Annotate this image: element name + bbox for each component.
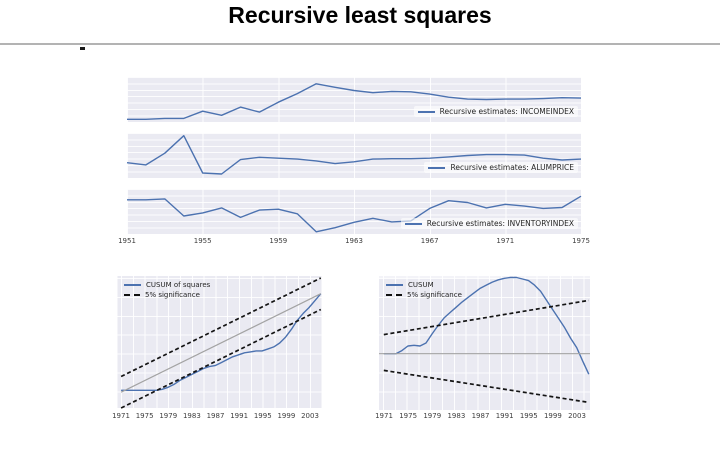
legend-label: CUSUM of squares bbox=[146, 281, 211, 289]
x-tick-label: 1987 bbox=[206, 412, 225, 420]
x-tick-label: 1999 bbox=[277, 412, 296, 420]
x-tick-label: 1975 bbox=[399, 412, 418, 420]
x-tick-label: 1971 bbox=[375, 412, 393, 420]
legend-entry: 5% significance bbox=[124, 291, 210, 299]
legend-entry: CUSUM of squares bbox=[124, 281, 210, 289]
x-tick-label: 1979 bbox=[423, 412, 442, 420]
x-tick-label: 2003 bbox=[301, 412, 319, 420]
legend-cusum-of-squares: CUSUM of squares 5% significance bbox=[124, 281, 210, 301]
line-chart-cusum bbox=[379, 276, 590, 404]
legend-label: CUSUM bbox=[408, 281, 434, 289]
x-tick-label: 1959 bbox=[269, 237, 288, 245]
x-tick-label: 1971 bbox=[112, 412, 130, 420]
series-expected bbox=[120, 293, 322, 393]
line-chart-cusum-of-squares bbox=[120, 277, 322, 409]
legend-dash-swatch bbox=[386, 294, 402, 296]
legend-line-swatch bbox=[417, 110, 435, 113]
x-tick-label: 1995 bbox=[253, 412, 272, 420]
x-tick-label: 1979 bbox=[159, 412, 178, 420]
series-5-significance bbox=[120, 277, 322, 378]
x-tick-label: 1955 bbox=[193, 237, 212, 245]
x-tick-label: 1967 bbox=[420, 237, 439, 245]
cusum-of-squares-x-axis: 1971 1975 1979 1983 1987 1991 1995 1999 2003 bbox=[112, 412, 319, 422]
x-tick-label: 1983 bbox=[447, 412, 466, 420]
top-figure-x-axis: 1951 1955 1959 1963 1967 1971 1975 bbox=[118, 237, 590, 247]
legend-entry: 5% significance bbox=[386, 291, 462, 299]
legend-label: 5% significance bbox=[407, 291, 462, 299]
legend-alumprice: Recursive estimates: ALUMPRICE bbox=[424, 162, 578, 173]
series-cusum-of-squares bbox=[121, 293, 322, 392]
series-5-significance bbox=[120, 308, 322, 409]
legend-cusum: CUSUM 5% significance bbox=[386, 281, 462, 301]
divider bbox=[0, 43, 720, 45]
x-tick-label: 1995 bbox=[519, 412, 538, 420]
x-tick-label: 1963 bbox=[345, 237, 363, 245]
x-tick-label: 1987 bbox=[471, 412, 490, 420]
x-tick-label: 1971 bbox=[496, 237, 515, 245]
chart-panel-inventoryindex: Recursive estimates: INVENTORYINDEX bbox=[127, 189, 582, 234]
legend-label: Recursive estimates: INCOMEINDEX bbox=[439, 107, 574, 116]
series-recursive-estimates-alumprice bbox=[126, 135, 582, 175]
legend-label: 5% significance bbox=[145, 291, 200, 299]
series-5-significance bbox=[383, 299, 589, 336]
chart-panel-alumprice: Recursive estimates: ALUMPRICE bbox=[126, 133, 582, 178]
x-tick-label: 1975 bbox=[572, 237, 590, 245]
series-cusum bbox=[383, 276, 590, 375]
line-chart-alumprice bbox=[126, 135, 582, 175]
legend-inventoryindex: Recursive estimates: INVENTORYINDEX bbox=[400, 218, 578, 229]
x-tick-label: 1983 bbox=[182, 412, 201, 420]
legend-label: Recursive estimates: INVENTORYINDEX bbox=[426, 219, 574, 228]
legend-line-swatch bbox=[404, 222, 422, 225]
line-chart-incomeindex bbox=[127, 83, 582, 120]
legend-line-swatch bbox=[428, 166, 446, 169]
cusum-x-axis: 1971 1975 1979 1983 1987 1991 1995 1999 2003 bbox=[375, 412, 586, 422]
legend-incomeindex: Recursive estimates: INCOMEINDEX bbox=[413, 106, 578, 117]
stray-mark bbox=[80, 47, 85, 50]
legend-dash-swatch bbox=[124, 294, 140, 296]
legend-line-swatch bbox=[386, 284, 403, 286]
chart-cusum: CUSUM 5% significance bbox=[379, 276, 590, 410]
legend-label: Recursive estimates: ALUMPRICE bbox=[450, 163, 574, 172]
x-tick-label: 1991 bbox=[495, 412, 514, 420]
chart-panel-incomeindex: Recursive estimates: INCOMEINDEX bbox=[127, 77, 582, 122]
x-tick-label: 1991 bbox=[230, 412, 249, 420]
series-recursive-estimates-inventoryindex bbox=[127, 195, 582, 233]
x-tick-label: 2003 bbox=[568, 412, 586, 420]
x-tick-label: 1975 bbox=[135, 412, 154, 420]
x-tick-label: 1951 bbox=[118, 237, 136, 245]
series-recursive-estimates-incomeindex bbox=[127, 83, 582, 120]
chart-cusum-of-squares: CUSUM of squares 5% significance bbox=[117, 276, 322, 409]
x-tick-label: 1999 bbox=[543, 412, 562, 420]
series-5-significance bbox=[383, 369, 589, 404]
legend-entry: CUSUM bbox=[386, 281, 462, 289]
legend-line-swatch bbox=[124, 284, 141, 286]
line-chart-inventoryindex bbox=[127, 195, 582, 233]
page-title: Recursive least squares bbox=[228, 2, 492, 28]
